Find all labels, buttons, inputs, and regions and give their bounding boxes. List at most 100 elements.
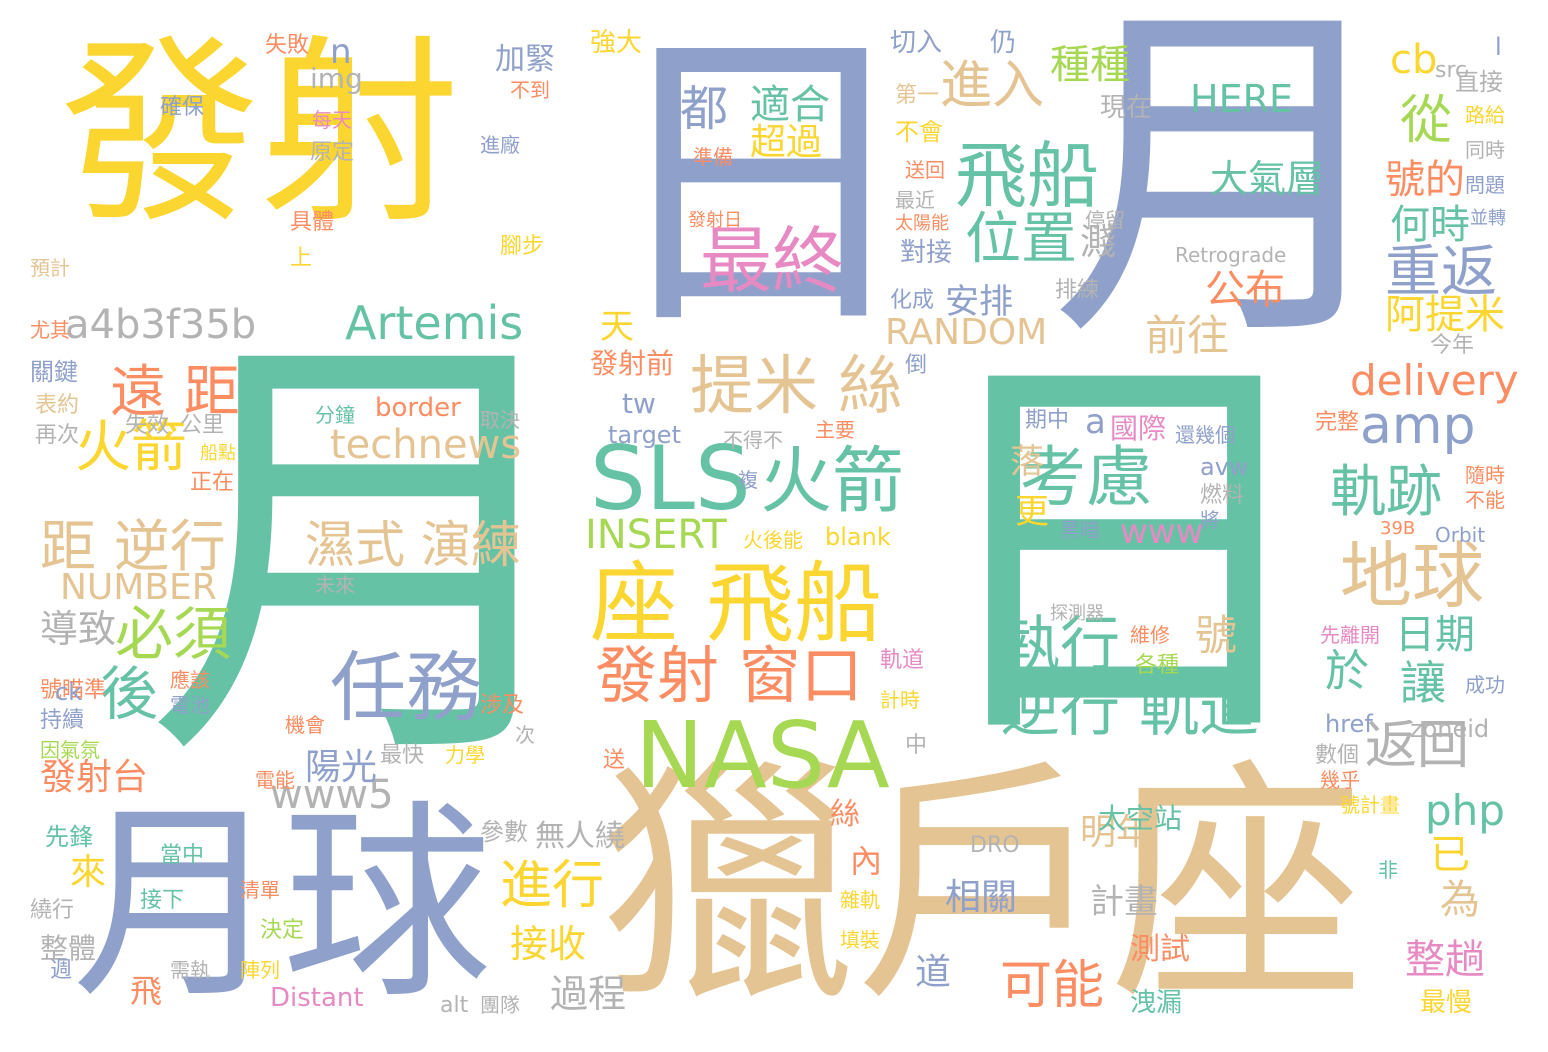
word-jinru: 進入 — [940, 56, 1045, 116]
word-jihua: 計畫 — [1090, 882, 1158, 922]
word-tuandui: 團隊 — [480, 993, 520, 1017]
word-jian: 濺 — [1080, 222, 1117, 263]
word-dao: 道 — [915, 952, 952, 993]
word-xielou: 洩漏 — [1130, 988, 1183, 1018]
word-sls: SLS — [590, 427, 751, 530]
word-nei: 內 — [850, 842, 883, 880]
word-dro: DRO — [970, 833, 1020, 858]
word-yu: 於 — [1325, 646, 1369, 697]
word-zhenlie: 陣列 — [240, 958, 280, 982]
word-taiyangneng: 太陽能 — [895, 213, 949, 234]
word-riqi: 日期 — [1395, 612, 1475, 658]
word-hou: 後 — [100, 660, 159, 728]
word-blank: blank — [825, 523, 891, 551]
word-jiang: 將 — [1200, 508, 1220, 532]
word-huohouneng: 火後能 — [743, 528, 803, 552]
word-suishi: 隨時 — [1465, 463, 1505, 487]
word-huojian-yellow: 火箭 — [75, 415, 187, 480]
word-amp: amp — [1360, 396, 1476, 456]
word-chuandian: 船點 — [200, 443, 236, 464]
word-diqiu: 地球 — [1340, 534, 1485, 618]
word-nasa: NASA — [635, 702, 890, 809]
word-zuiman: 最慢 — [1420, 988, 1473, 1018]
word-jiexia: 接下 — [140, 888, 185, 913]
word-tian: 天 — [600, 307, 634, 347]
word-geng: 更 — [1015, 492, 1049, 532]
word-huojian-green: 火箭 — [760, 439, 905, 523]
word-haode: 號的 — [1385, 157, 1465, 203]
word-dianchi: 電池 — [170, 693, 210, 717]
word-zhunbei: 準備 — [693, 145, 733, 169]
word-xianfeng: 先鋒 — [45, 823, 93, 851]
word-fu: 複 — [738, 468, 758, 492]
word-target: target — [608, 421, 681, 449]
word-wurenrao: 無人繞 — [535, 819, 625, 854]
word-fashe-large: 發射 — [60, 18, 461, 251]
word-fasheri: 發射日 — [688, 210, 742, 231]
word-shishi-yanlian: 濕式 演練 — [305, 516, 521, 574]
word-a: a — [1085, 402, 1106, 442]
word-jihu: 幾乎 — [1320, 768, 1360, 792]
word-fashetai: 發射台 — [40, 757, 149, 798]
word-zhixing: 執行 — [1000, 610, 1120, 680]
word-random: RANDOM — [885, 312, 1048, 353]
word-php: php — [1425, 786, 1505, 835]
word-zhengzai: 正在 — [190, 470, 235, 495]
word-hash: a4b3f35b — [65, 302, 257, 348]
word-canshu: 參數 — [480, 818, 528, 846]
word-pailian: 排練 — [1055, 278, 1100, 303]
word-chongfan: 重返 — [1385, 240, 1497, 305]
word-dianneng: 電能 — [255, 768, 295, 792]
word-gongbu: 公布 — [1205, 267, 1285, 313]
word-jieshou: 接收 — [510, 922, 587, 966]
word-xiangguan: 相關 — [945, 877, 1018, 918]
word-songhui: 送回 — [905, 158, 945, 182]
word-haijige: 還幾個 — [1175, 423, 1235, 447]
word-chaoguo: 超過 — [750, 122, 823, 163]
word-jiaobu: 腳步 — [500, 234, 545, 259]
word-budebu: 不得不 — [723, 428, 783, 452]
word-zuijin: 最近 — [895, 188, 935, 212]
word-number: NUMBER — [60, 567, 217, 608]
word-bixu: 必須 — [115, 600, 232, 668]
word-gezhong: 各種 — [1135, 653, 1180, 678]
word-shibai: 失敗 — [265, 33, 310, 58]
word-nixing-guidao: 逆行 軌道 — [1000, 675, 1260, 745]
word-yuji: 預計 — [30, 256, 70, 280]
word-guanjian: 關鍵 — [30, 358, 78, 386]
word-qieru: 切入 — [890, 28, 943, 58]
word-keneng: 可能 — [1000, 956, 1105, 1016]
word-timisi: 提米 絲 — [690, 350, 903, 424]
word-fashe-chuangkou: 發射 窗口 — [595, 639, 863, 712]
word-kaolv: 考慮 — [1020, 439, 1152, 516]
word-luo: 落 — [1010, 442, 1044, 482]
word-youqi: 尤其 — [30, 318, 70, 342]
word-budao: 不到 — [510, 78, 550, 102]
word-qianwang: 前往 — [1145, 311, 1230, 360]
word-lugei: 路給 — [1465, 103, 1505, 127]
word-xianzai: 現在 — [1100, 93, 1153, 123]
word-weizhi: 位置 — [965, 207, 1077, 272]
word-tianzhuang: 填裝 — [840, 928, 880, 952]
word-ranliao: 燃料 — [1200, 483, 1245, 508]
word-tingliu: 停留 — [1085, 208, 1125, 232]
word-zhuyao: 主要 — [815, 418, 855, 442]
word-heian: 黑暗 — [1060, 518, 1100, 542]
word-jishi: 計時 — [880, 688, 920, 712]
word-bingzhuan: 並轉 — [1470, 208, 1506, 229]
word-src: src — [1435, 58, 1468, 83]
word-diyi: 第一 — [895, 83, 940, 108]
word-border: border — [375, 393, 461, 423]
word-fasheqian: 發射前 — [590, 347, 675, 380]
word-39b: 39B — [1380, 518, 1416, 539]
word-lai: 來 — [70, 852, 107, 893]
word-zhong: 中 — [905, 733, 928, 758]
word-reng: 仍 — [990, 28, 1017, 58]
word-ri-green: 日 — [915, 311, 1330, 794]
word-liehuzuo: 獵戶座 — [600, 739, 1366, 1036]
word-zhengti: 整體 — [40, 932, 97, 965]
word-shang: 上 — [290, 246, 313, 271]
word-buneng: 不能 — [1465, 488, 1505, 512]
word-zuo-feichuan: 座 飛船 — [590, 552, 882, 655]
word-yuanju: 遠 距 — [110, 360, 240, 425]
